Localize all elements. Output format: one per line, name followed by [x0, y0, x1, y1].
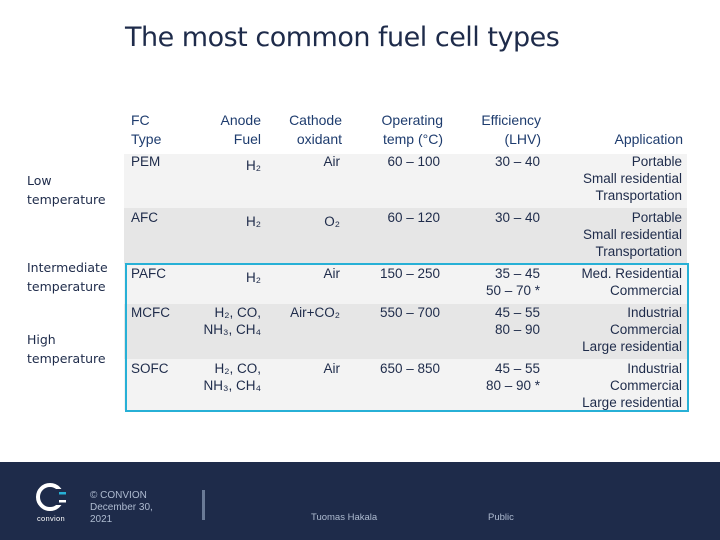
cell-eff-pem: 30 – 40	[494, 154, 540, 169]
cell-temp-pem: 60 – 100	[387, 154, 440, 169]
header-anode: Anode Fuel	[220, 112, 261, 147]
cell-app-pafc: Med. Residential Commercial	[581, 266, 682, 298]
row-background-pem	[124, 154, 687, 208]
cell-cathode-afc: O₂	[324, 214, 340, 229]
cell-eff-pafc: 35 – 45 50 – 70 *	[485, 266, 540, 298]
cell-type-mcfc: MCFC	[131, 305, 170, 320]
footer-author: Tuomas Hakala	[311, 512, 378, 523]
cell-anode-pafc: H₂	[246, 270, 261, 285]
footer-copyright-date: © CONVION December 30, 2021	[90, 490, 153, 525]
cell-app-afc: Portable Small residential Transportation	[582, 210, 682, 259]
cell-anode-afc: H₂	[246, 214, 261, 229]
slide-title: The most common fuel cell types	[125, 22, 560, 53]
header-temp: Operating temp (°C)	[381, 112, 443, 147]
row-background-mcfc	[124, 304, 687, 359]
cell-temp-sofc: 650 – 850	[379, 361, 440, 376]
cell-anode-sofc: H₂, CO, NH₃, CH₄	[203, 361, 261, 393]
row-background-pafc	[124, 264, 687, 304]
cell-type-pem: PEM	[131, 154, 161, 169]
cell-temp-mcfc: 550 – 700	[379, 305, 440, 320]
row-background-afc	[124, 208, 687, 264]
footer-classification: Public	[488, 512, 514, 523]
cell-app-mcfc: Industrial Commercial Large residential	[582, 305, 682, 354]
header-efficiency: Efficiency (LHV)	[481, 112, 541, 147]
row-background-sofc	[124, 359, 687, 410]
high-temperature-highlight	[125, 263, 689, 412]
cell-anode-pem: H₂	[246, 158, 261, 173]
convion-logo-icon	[36, 483, 68, 511]
footer-bar	[0, 462, 720, 540]
cell-eff-mcfc: 45 – 55 80 – 90	[494, 305, 540, 337]
footer-divider	[202, 490, 205, 520]
header-application: Application	[614, 131, 684, 147]
cell-cathode-pafc: Air	[323, 266, 341, 281]
cell-type-pafc: PAFC	[131, 266, 167, 281]
header-type: FC Type	[131, 112, 162, 147]
cell-app-sofc: Industrial Commercial Large residential	[582, 361, 682, 410]
logo-wordmark: convion	[37, 514, 65, 523]
cell-eff-sofc: 45 – 55 80 – 90 *	[485, 361, 540, 393]
cell-cathode-mcfc: Air+CO₂	[290, 305, 340, 320]
label-high-temperature: High temperature	[27, 332, 106, 366]
cell-temp-pafc: 150 – 250	[379, 266, 440, 281]
cell-app-pem: Portable Small residential Transportation	[582, 154, 682, 203]
cell-anode-mcfc: H₂, CO, NH₃, CH₄	[203, 305, 261, 337]
cell-cathode-pem: Air	[323, 154, 341, 169]
label-intermediate-temperature: Intermediate temperature	[27, 260, 108, 294]
cell-eff-afc: 30 – 40	[494, 210, 540, 225]
cell-type-sofc: SOFC	[131, 361, 169, 376]
fuel-cell-table: FC Type Anode Fuel Cathode oxidant Operatin…	[124, 105, 687, 410]
header-cathode: Cathode oxidant	[289, 112, 342, 147]
label-low-temperature: Low temperature	[27, 173, 106, 207]
cell-cathode-sofc: Air	[323, 361, 341, 376]
cell-type-afc: AFC	[131, 210, 158, 225]
cell-temp-afc: 60 – 120	[387, 210, 440, 225]
